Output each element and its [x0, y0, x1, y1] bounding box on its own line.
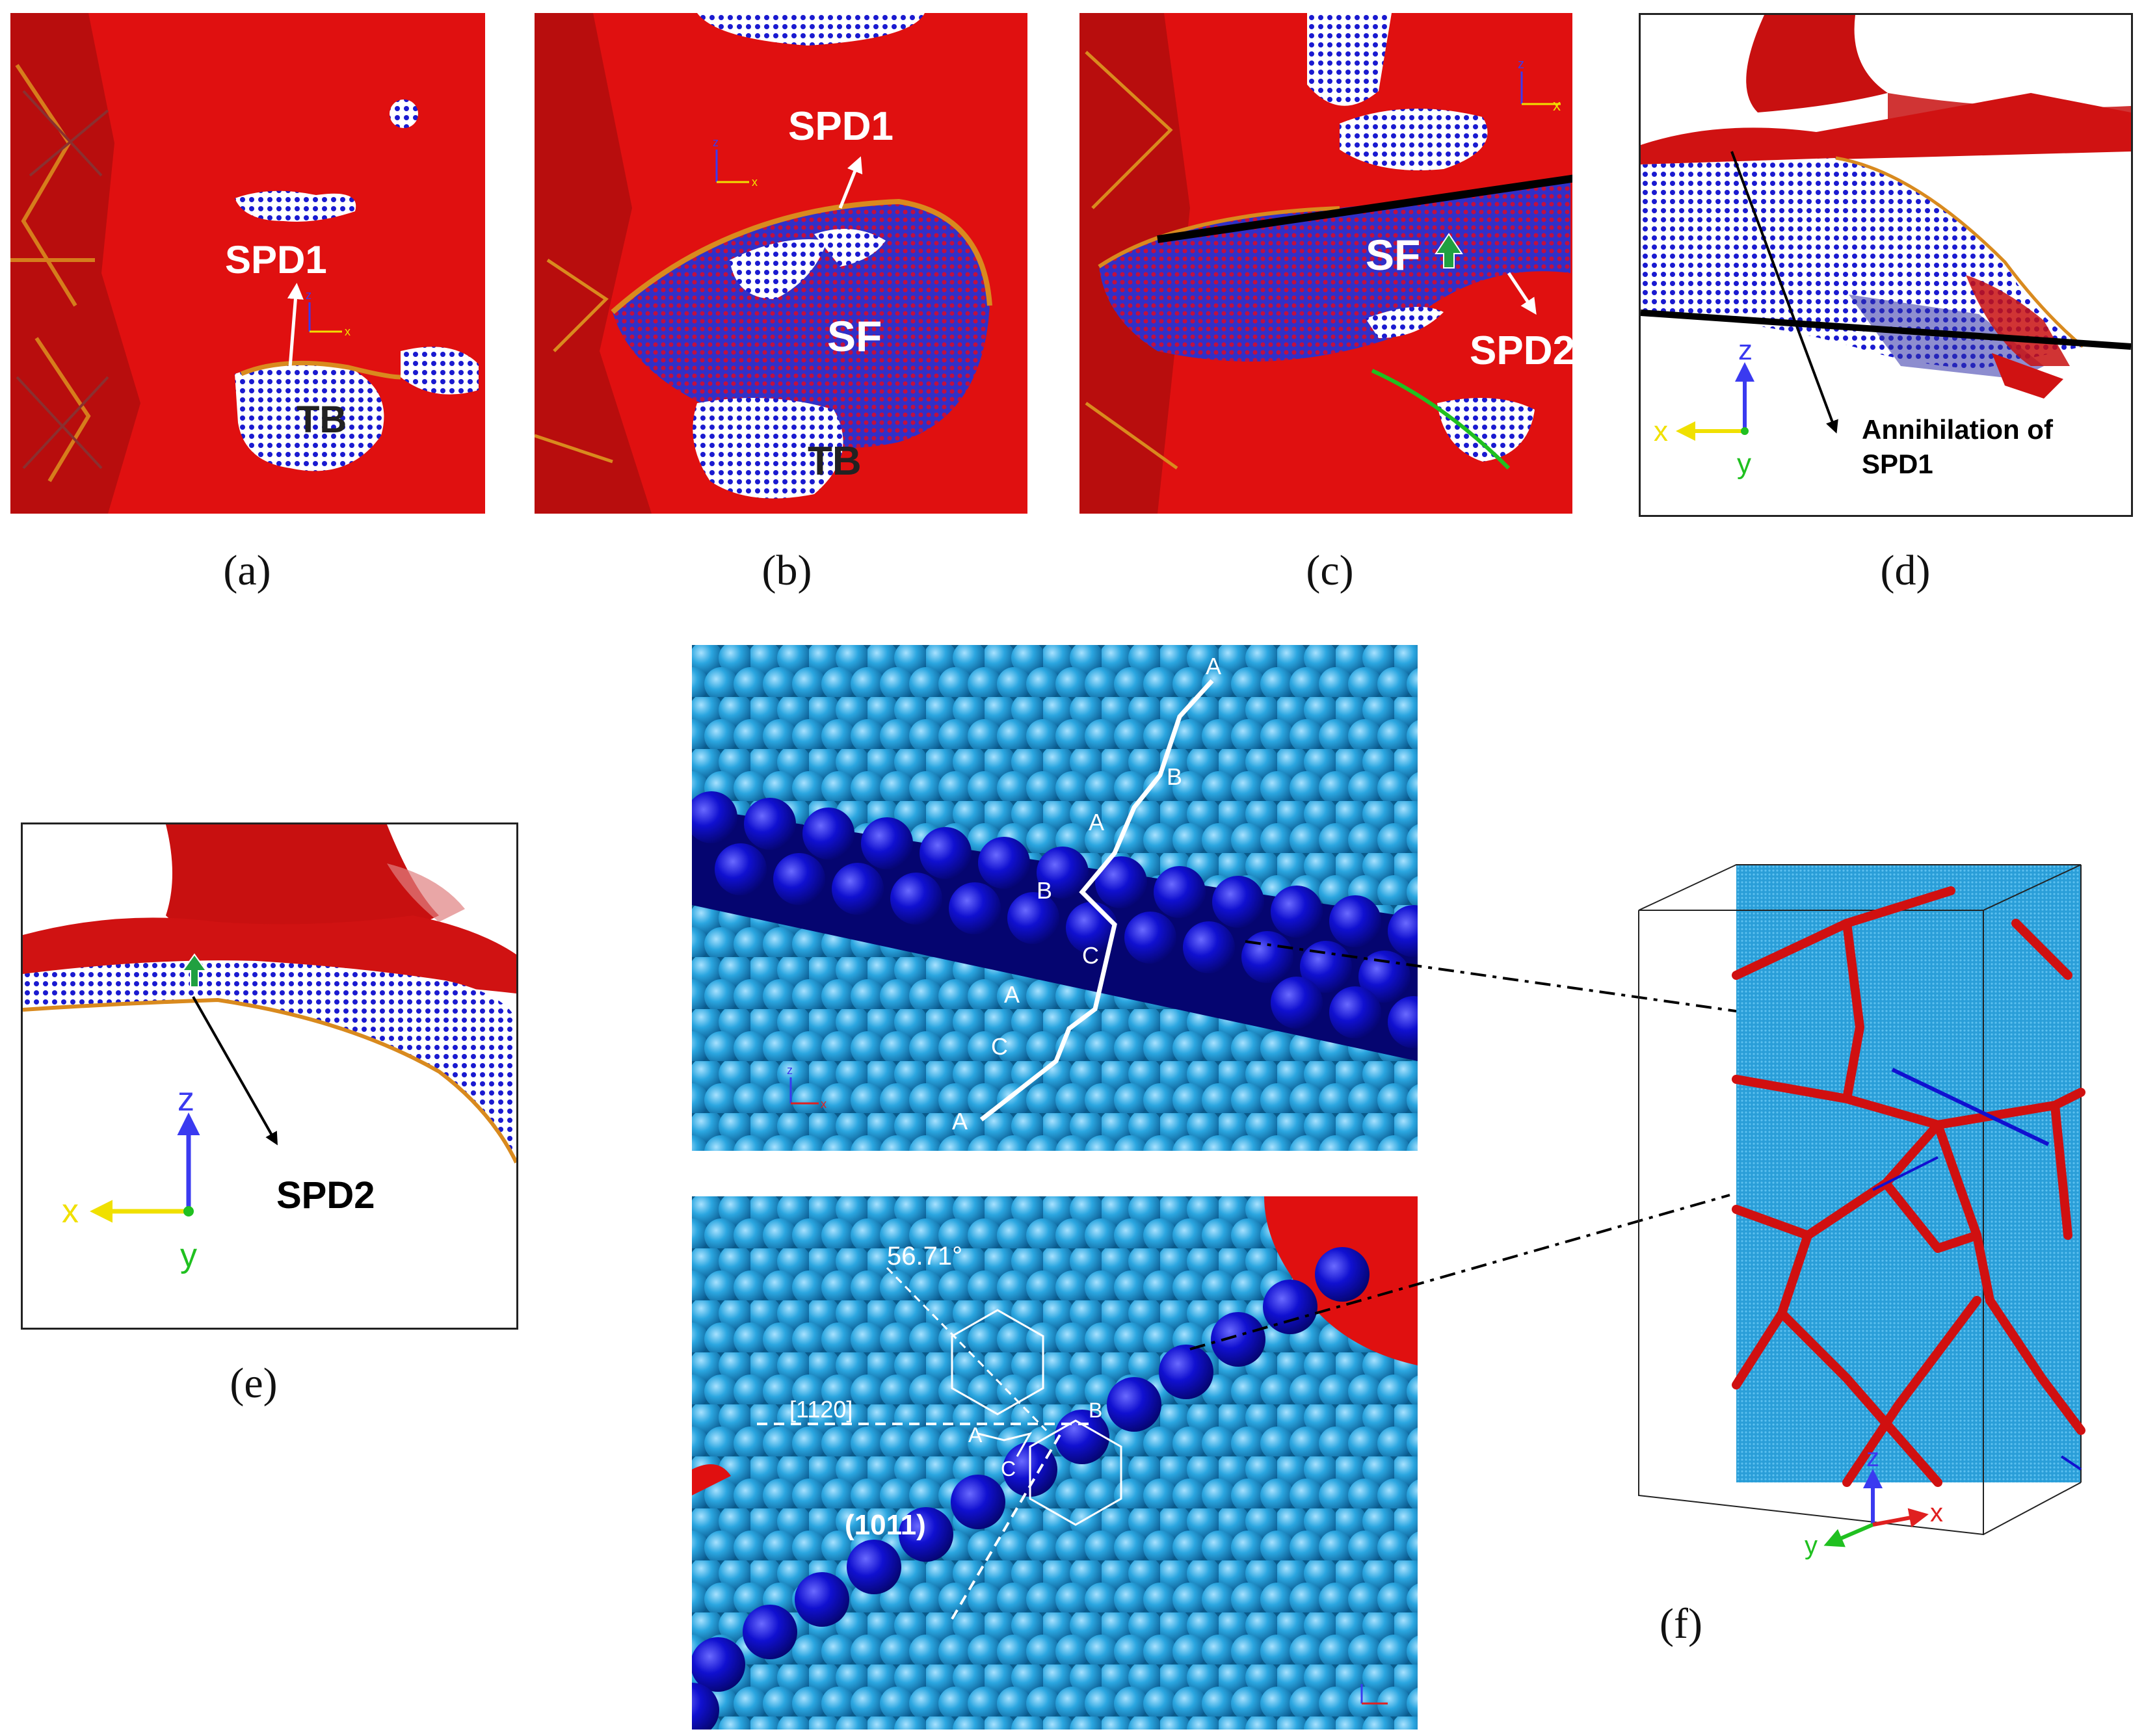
panel-b-axis-z: z — [713, 136, 719, 149]
caption-a: (a) — [223, 547, 271, 594]
panel-f-simulation-box: z y x — [1483, 845, 2133, 1560]
panel-e-image: SPD2 z x y — [23, 824, 516, 1328]
panel-d-axis-y: y — [1737, 448, 1751, 480]
panel-d-axis-z: z — [1738, 334, 1753, 366]
panel-c-image: SF SPD2 z x — [1079, 13, 1572, 514]
panel-e-spd-label: SPD2 — [276, 1174, 375, 1217]
site-a-label: A — [968, 1423, 983, 1447]
panel-d-image: Annihilation of SPD1 z x y — [1641, 15, 2131, 515]
panel-f-top-axis-x: x — [821, 1098, 827, 1111]
panel-f-box-image: z y x — [1638, 864, 2085, 1560]
panel-f-box-axis-x: x — [1930, 1499, 1943, 1527]
panel-c-axis-z: z — [1518, 57, 1524, 72]
panel-f-bottom-geometry: 56.71° [1120] (1011) A B C — [692, 1196, 1418, 1729]
panel-f-top-image: A B A B C A C A z x — [692, 645, 1418, 1151]
panel-a: SPD1 TB z x — [10, 13, 485, 514]
panel-e-axis-z: z — [178, 1081, 194, 1118]
stack-label-4: B — [1037, 877, 1052, 904]
panel-f-bottom-image: 56.71° [1120] (1011) A B C — [692, 1196, 1418, 1729]
panel-a-tb-label: TB — [297, 399, 347, 441]
twin-boundary-band — [692, 791, 1418, 1061]
panel-b-image: SPD1 SF TB z x — [535, 13, 1027, 514]
panel-e-axis-x: x — [62, 1192, 79, 1230]
caption-e: (e) — [230, 1360, 278, 1407]
panel-b: SPD1 SF TB z x — [535, 13, 1027, 514]
stack-label-6: A — [1004, 981, 1020, 1008]
panel-d-annotation-line2: SPD1 — [1862, 449, 1933, 479]
plane-label: (1011) — [845, 1509, 926, 1541]
panel-c: SF SPD2 z x — [1079, 13, 1572, 514]
caption-f: (f) — [1660, 1600, 1702, 1648]
stack-label-5: C — [1082, 942, 1099, 969]
panel-c-sf-label: SF — [1366, 231, 1420, 279]
panel-a-image: SPD1 TB z x — [10, 13, 485, 514]
stack-label-1: A — [1206, 653, 1221, 679]
panel-a-axis-x: x — [345, 325, 351, 338]
site-b-label: B — [1089, 1399, 1102, 1422]
direction-label: [1120] — [789, 1396, 853, 1423]
panel-a-spd-label: SPD1 — [225, 238, 327, 282]
panel-c-axis-x: x — [1553, 97, 1561, 114]
angle-label: 56.71° — [887, 1242, 962, 1270]
stack-label-8: A — [952, 1108, 968, 1135]
panel-a-axis-z: z — [306, 289, 311, 302]
panel-f-top-stacking: A B A B C A C A z x — [692, 645, 1418, 1151]
panel-b-tb-label: TB — [808, 439, 862, 484]
panel-e-axis-y: y — [180, 1237, 197, 1274]
panel-b-sf-label: SF — [827, 312, 882, 360]
panel-c-spd-label: SPD2 — [1470, 328, 1572, 373]
panel-b-axis-x: x — [752, 176, 758, 189]
caption-c: (c) — [1306, 547, 1354, 594]
caption-b: (b) — [761, 547, 812, 594]
panel-b-spd-label: SPD1 — [788, 104, 893, 149]
stack-label-7: C — [991, 1033, 1008, 1060]
stack-label-3: A — [1089, 809, 1104, 835]
panel-d: Annihilation of SPD1 z x y — [1639, 13, 2133, 517]
panel-d-axis-x: x — [1654, 415, 1668, 447]
panel-f-top-axis-z: z — [787, 1064, 793, 1077]
site-c-label: C — [1001, 1457, 1016, 1480]
panel-e: SPD2 z x y — [21, 822, 518, 1330]
panel-f-box-axis-y: y — [1805, 1531, 1818, 1560]
stacking-labels: A B A B C A C A — [952, 653, 1221, 1135]
caption-d: (d) — [1880, 547, 1931, 594]
panel-f-box-axis-z: z — [1866, 1443, 1879, 1472]
stack-label-2: B — [1167, 763, 1182, 790]
panel-d-annotation-line1: Annihilation of — [1862, 414, 2054, 445]
